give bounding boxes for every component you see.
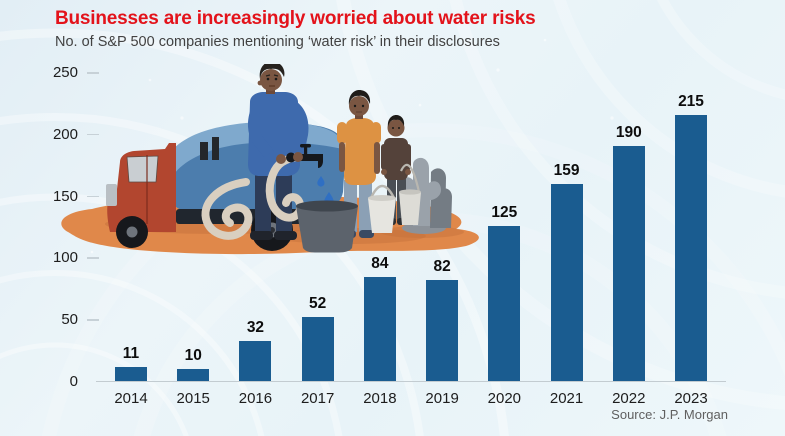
x-axis-label-2014: 2014 — [114, 390, 148, 407]
value-label-2021: 159 — [553, 162, 580, 179]
bar-2016 — [239, 341, 272, 381]
x-axis-label-2018: 2018 — [363, 390, 397, 407]
bar-2020 — [488, 226, 521, 381]
y-tick-label-50: 50 — [61, 311, 78, 329]
bar-2015 — [177, 369, 210, 381]
boy-head — [349, 96, 369, 116]
bar-chart-plot: 11 2014 10 2015 32 2016 52 2017 84 2018 82 2019 125 2… — [96, 73, 726, 407]
truck-cab — [107, 143, 176, 232]
child-head — [387, 119, 405, 137]
hose-front-loop — [265, 153, 305, 222]
bar-2022 — [612, 146, 645, 381]
water-truck-illustration — [61, 64, 479, 255]
bucket-dark — [296, 206, 358, 253]
bar-2018 — [363, 277, 396, 381]
y-tick-label-100: 100 — [52, 249, 78, 267]
x-axis-label-2021: 2021 — [549, 390, 584, 407]
x-axis-label-2020: 2020 — [487, 390, 522, 407]
hose-ground-loop — [201, 178, 253, 240]
value-label-2020: 125 — [491, 204, 518, 221]
value-label-2016: 32 — [246, 319, 265, 336]
y-tick-mark-150 — [87, 195, 99, 198]
value-label-2022: 190 — [615, 124, 642, 141]
source-note: Source: J.P. Morgan — [611, 407, 728, 422]
value-label-2017: 52 — [309, 295, 327, 312]
boy-shirt — [344, 118, 376, 185]
bar-2014 — [115, 367, 147, 381]
value-label-2019: 82 — [433, 258, 451, 275]
value-label-2023: 215 — [678, 93, 704, 110]
x-axis-label-2019: 2019 — [425, 390, 459, 407]
y-tick-label-150: 150 — [52, 187, 78, 205]
y-axis: 0 50 100 150 200 250 — [0, 64, 100, 390]
bar-2019 — [426, 280, 459, 381]
y-tick-mark-200 — [87, 133, 99, 136]
y-tick-label-250: 250 — [52, 64, 78, 81]
x-axis-label-2016: 2016 — [238, 390, 273, 407]
page-subtitle: No. of S&P 500 companies mentioning ‘wat… — [55, 34, 500, 50]
bucket-large-white — [368, 198, 396, 233]
bar-2017 — [301, 317, 334, 381]
man-head — [260, 69, 282, 91]
bucket-small-white — [399, 192, 421, 225]
bar-2023 — [675, 115, 707, 381]
value-label-2015: 10 — [184, 347, 202, 364]
y-tick-mark-50 — [87, 319, 99, 321]
value-label-2014: 11 — [122, 345, 140, 362]
y-tick-label-0: 0 — [69, 373, 78, 390]
value-label-2018: 84 — [371, 255, 389, 272]
x-axis-label-2022: 2022 — [612, 390, 646, 407]
x-axis-label-2015: 2015 — [176, 390, 210, 407]
page-title: Businesses are increasingly worried abou… — [55, 8, 536, 29]
y-tick-mark-250 — [87, 72, 99, 74]
x-axis-label-2023: 2023 — [674, 390, 708, 407]
y-tick-mark-100 — [87, 257, 99, 259]
bar-2021 — [550, 184, 583, 381]
x-axis-label-2017: 2017 — [300, 390, 335, 407]
y-tick-label-200: 200 — [52, 125, 78, 143]
